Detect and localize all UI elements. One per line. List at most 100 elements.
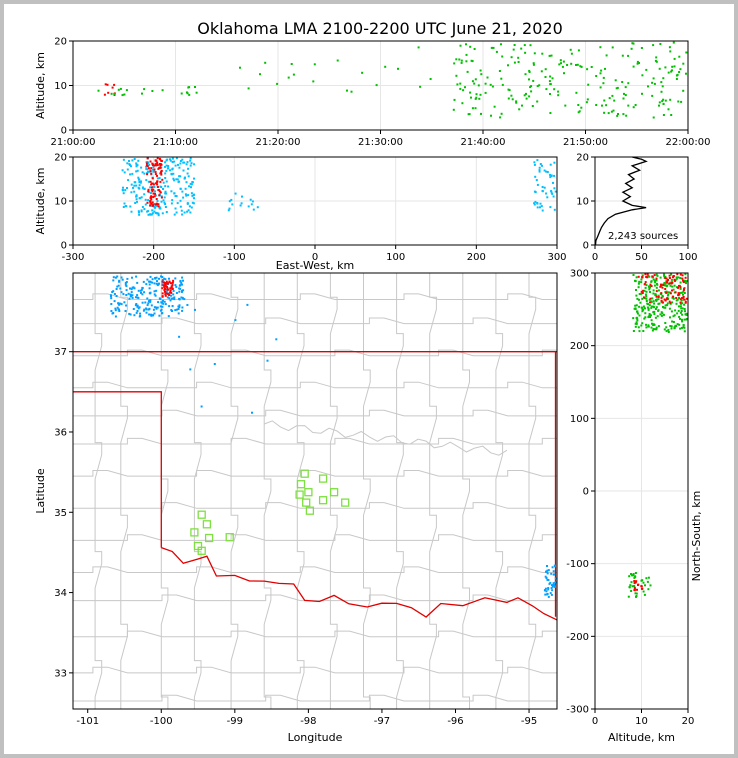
source-point bbox=[678, 323, 681, 326]
source-point bbox=[500, 77, 503, 80]
source-point bbox=[640, 292, 643, 295]
source-point bbox=[143, 291, 146, 294]
source-point bbox=[671, 281, 674, 284]
source-point bbox=[181, 190, 184, 193]
source-point bbox=[645, 68, 648, 71]
source-point bbox=[644, 293, 647, 296]
station-markers bbox=[190, 469, 350, 555]
source-point bbox=[163, 196, 166, 199]
source-point bbox=[549, 592, 552, 595]
source-point bbox=[545, 170, 548, 173]
source-point bbox=[655, 295, 658, 298]
source-point bbox=[171, 310, 173, 312]
source-point bbox=[641, 276, 644, 279]
source-point bbox=[150, 314, 153, 317]
source-point bbox=[174, 207, 177, 210]
x-tick-label: 20 bbox=[682, 716, 695, 727]
source-point bbox=[586, 68, 589, 71]
source-point bbox=[155, 282, 158, 285]
y-tick-label: -300 bbox=[566, 705, 589, 716]
county-line bbox=[429, 273, 437, 709]
source-point bbox=[683, 292, 686, 294]
source-point bbox=[660, 311, 663, 314]
source-point bbox=[170, 190, 173, 193]
source-point bbox=[168, 280, 171, 283]
source-point bbox=[664, 99, 667, 102]
source-point bbox=[648, 313, 651, 316]
source-point bbox=[529, 44, 532, 47]
source-point bbox=[674, 324, 677, 327]
county-line bbox=[193, 273, 202, 709]
source-point bbox=[595, 75, 598, 77]
source-point bbox=[131, 294, 134, 297]
source-point bbox=[677, 286, 680, 289]
lma-station-marker bbox=[341, 498, 350, 507]
source-point bbox=[153, 290, 156, 293]
source-point bbox=[615, 87, 618, 90]
source-point bbox=[136, 305, 139, 308]
source-point bbox=[164, 190, 167, 193]
source-point bbox=[130, 183, 133, 186]
source-point bbox=[111, 291, 114, 293]
source-point bbox=[644, 584, 646, 587]
source-point bbox=[168, 292, 170, 295]
source-point bbox=[113, 83, 116, 86]
source-point bbox=[680, 100, 683, 103]
altitude-histogram-line bbox=[594, 156, 648, 246]
x-tick-label: -101 bbox=[76, 716, 99, 727]
source-point bbox=[151, 190, 154, 193]
source-point bbox=[164, 161, 167, 164]
source-point bbox=[513, 44, 516, 46]
source-point bbox=[169, 289, 172, 292]
x-tick-label: 10 bbox=[635, 716, 648, 727]
source-point bbox=[561, 65, 564, 68]
x-tick-label: 100 bbox=[678, 252, 697, 263]
source-point bbox=[480, 112, 482, 115]
source-point bbox=[541, 186, 544, 188]
source-point bbox=[549, 163, 552, 166]
source-point bbox=[189, 211, 192, 214]
source-point bbox=[161, 212, 164, 215]
source-point bbox=[114, 315, 117, 318]
source-point bbox=[453, 62, 456, 65]
source-point bbox=[147, 199, 150, 202]
source-point bbox=[634, 572, 637, 574]
source-point bbox=[536, 183, 539, 186]
source-point bbox=[165, 180, 168, 183]
source-point bbox=[639, 301, 642, 304]
source-point bbox=[635, 592, 638, 595]
source-point bbox=[175, 195, 178, 198]
source-point bbox=[465, 53, 468, 56]
source-point bbox=[228, 207, 231, 210]
source-point bbox=[136, 310, 139, 312]
source-point bbox=[653, 274, 656, 277]
source-point bbox=[186, 202, 189, 205]
figure-title: Oklahoma LMA 2100-2200 UTC June 21, 2020 bbox=[197, 19, 563, 38]
source-point bbox=[119, 302, 122, 305]
source-point bbox=[180, 92, 183, 95]
source-point bbox=[155, 164, 157, 167]
source-point bbox=[671, 320, 674, 323]
source-point bbox=[168, 305, 171, 308]
source-point bbox=[634, 322, 637, 325]
source-point bbox=[551, 585, 554, 588]
source-point bbox=[172, 177, 175, 180]
source-point bbox=[188, 185, 191, 188]
source-point bbox=[157, 189, 160, 191]
source-point bbox=[603, 111, 606, 114]
source-point bbox=[178, 284, 181, 287]
source-point bbox=[544, 593, 547, 596]
source-point bbox=[683, 287, 686, 289]
source-point bbox=[507, 88, 510, 91]
source-point bbox=[156, 186, 159, 188]
source-point bbox=[160, 173, 163, 176]
source-point bbox=[181, 276, 184, 279]
source-point bbox=[146, 297, 149, 300]
source-point bbox=[662, 77, 665, 80]
source-point bbox=[158, 277, 160, 280]
source-point bbox=[532, 62, 535, 65]
source-point bbox=[121, 169, 124, 172]
source-point bbox=[191, 201, 194, 204]
source-point bbox=[228, 200, 231, 203]
county-line bbox=[73, 437, 557, 445]
